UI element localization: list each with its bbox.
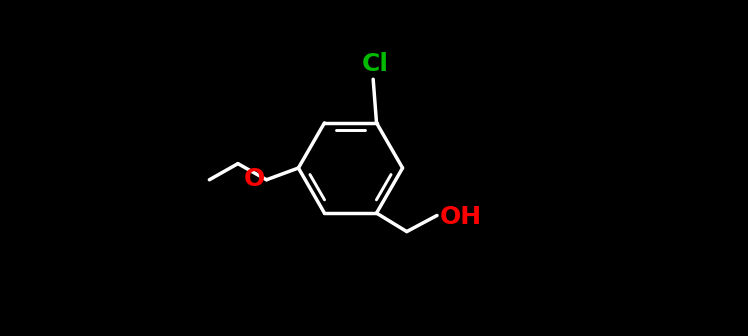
Text: O: O [244, 167, 265, 191]
Text: OH: OH [440, 205, 482, 229]
Text: Cl: Cl [361, 52, 388, 76]
